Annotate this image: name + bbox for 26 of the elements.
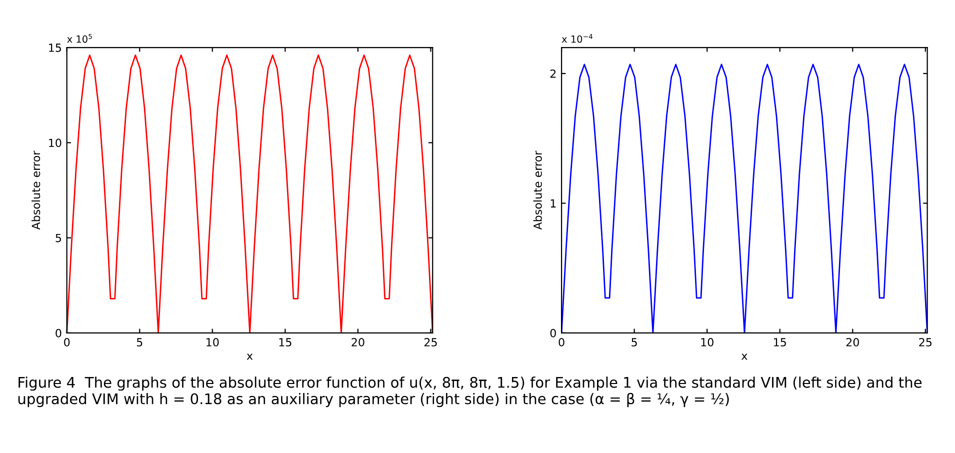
x-tick-label: 10 — [701, 338, 714, 346]
x-tick-label: 5 — [632, 338, 637, 346]
x-tick-label: 20 — [352, 338, 364, 346]
x-tick-label: 0 — [64, 338, 70, 346]
y-tick-label: 2 — [550, 69, 556, 78]
y-axis-title: Absolute error — [32, 150, 40, 230]
y-tick-label: 0 — [56, 328, 62, 338]
x-tick-label: 0 — [558, 338, 564, 346]
caption: Figure 4 The graphs of the absolute error function of u(x, 8π, 8π, 1.5) for Example 1 via the standard VIM (left side) and the upgraded VIM with h = 0.18 as an auxiliary parameter (right side) in the case (α = β = ¼, γ = ½) — [18, 376, 922, 408]
x-tick-label: 20 — [846, 338, 859, 346]
y-tick-label: 10 — [49, 138, 62, 148]
x-tick-label: 15 — [279, 338, 292, 346]
y-tick-label: 5 — [56, 234, 62, 242]
text: x 10$^{−4}$ — [562, 34, 592, 43]
x-tick-label: 10 — [206, 338, 219, 346]
x-tick-label: 25 — [424, 338, 437, 346]
y-tick-label: 0 — [550, 328, 556, 338]
x-tick-label: 15 — [774, 338, 786, 346]
text: x 10$^{5}$ — [67, 34, 92, 43]
x-axis-title: x — [741, 354, 748, 360]
y-tick-label: 1 — [550, 199, 556, 208]
x-tick-label: 25 — [919, 338, 932, 346]
x-axis-title: x — [246, 354, 253, 360]
y-axis-title: Absolute error — [533, 150, 542, 230]
y-tick-label: 15 — [49, 44, 62, 52]
x-tick-label: 5 — [136, 338, 142, 346]
